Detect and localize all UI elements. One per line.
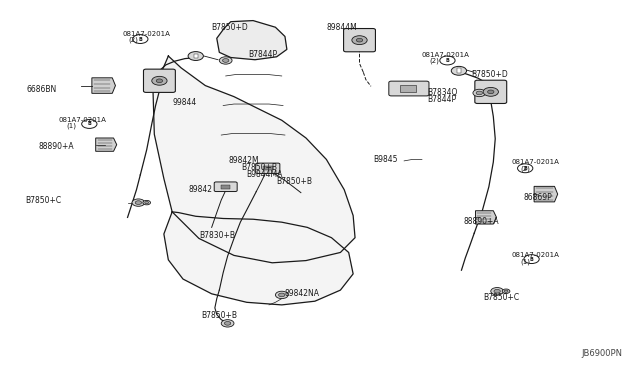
Circle shape: [491, 288, 504, 295]
Circle shape: [135, 201, 141, 205]
Text: B9845: B9845: [373, 155, 397, 164]
Circle shape: [223, 59, 229, 62]
Circle shape: [356, 38, 363, 42]
Text: B7850+D: B7850+D: [471, 70, 508, 79]
Polygon shape: [153, 56, 355, 263]
Circle shape: [440, 56, 455, 65]
Text: (2): (2): [429, 58, 440, 64]
Circle shape: [220, 57, 232, 64]
Text: 081A7-0201A: 081A7-0201A: [59, 116, 107, 122]
Text: (1): (1): [520, 259, 530, 265]
Polygon shape: [92, 78, 115, 93]
Text: B7850+B: B7850+B: [276, 177, 313, 186]
Circle shape: [352, 36, 367, 45]
Circle shape: [82, 119, 97, 128]
Text: B7850+B: B7850+B: [241, 163, 277, 172]
Circle shape: [143, 201, 150, 205]
Circle shape: [156, 79, 163, 83]
Text: 081A7-0201A: 081A7-0201A: [122, 31, 170, 37]
Polygon shape: [164, 212, 353, 305]
Circle shape: [483, 87, 499, 96]
Circle shape: [502, 289, 510, 294]
Text: 081A7-0201A: 081A7-0201A: [511, 159, 559, 165]
Circle shape: [132, 35, 148, 44]
Circle shape: [132, 199, 145, 206]
Bar: [221, 185, 230, 189]
Circle shape: [473, 89, 486, 97]
Polygon shape: [217, 20, 287, 60]
Bar: [400, 85, 416, 92]
Text: 99844: 99844: [172, 98, 196, 107]
Text: B: B: [138, 36, 142, 42]
Text: 6686BN: 6686BN: [27, 85, 57, 94]
Text: B7850+C: B7850+C: [483, 293, 519, 302]
Text: B7844P: B7844P: [248, 50, 278, 59]
Circle shape: [145, 202, 148, 204]
FancyBboxPatch shape: [214, 182, 237, 192]
Text: 88890+A: 88890+A: [38, 142, 74, 151]
Circle shape: [524, 255, 540, 263]
Text: 89842: 89842: [189, 185, 212, 194]
Bar: [457, 68, 461, 73]
Circle shape: [225, 321, 231, 325]
Text: 88890+A: 88890+A: [463, 217, 499, 225]
Polygon shape: [96, 138, 116, 151]
Text: 081A7-0201A: 081A7-0201A: [511, 253, 559, 259]
Polygon shape: [476, 211, 497, 224]
Bar: [262, 166, 273, 170]
Text: B7850+C: B7850+C: [26, 196, 61, 205]
Text: 081A7-0201A: 081A7-0201A: [422, 52, 470, 58]
Text: B7850+B: B7850+B: [201, 311, 237, 320]
Circle shape: [221, 320, 234, 327]
Circle shape: [152, 76, 167, 85]
Text: 89844M: 89844M: [326, 23, 357, 32]
FancyBboxPatch shape: [344, 29, 376, 52]
FancyBboxPatch shape: [475, 80, 507, 103]
Circle shape: [451, 66, 467, 75]
Text: B7850+D: B7850+D: [212, 23, 248, 32]
Polygon shape: [534, 186, 557, 202]
Circle shape: [494, 289, 500, 293]
Circle shape: [275, 291, 288, 299]
Circle shape: [476, 91, 483, 95]
Circle shape: [488, 90, 494, 94]
Text: B7830+B: B7830+B: [199, 231, 235, 240]
Text: (2): (2): [520, 165, 530, 171]
Text: B9844MA: B9844MA: [246, 170, 283, 179]
Circle shape: [504, 290, 508, 292]
FancyBboxPatch shape: [255, 163, 280, 173]
Circle shape: [188, 52, 204, 61]
Text: JB6900PN: JB6900PN: [582, 349, 623, 358]
Text: B: B: [445, 58, 449, 63]
Circle shape: [278, 293, 285, 297]
Text: 86869P: 86869P: [524, 193, 553, 202]
Text: B: B: [88, 122, 92, 126]
Text: (2): (2): [129, 37, 139, 44]
Text: B: B: [524, 166, 527, 171]
FancyBboxPatch shape: [143, 69, 175, 92]
Text: B7844P: B7844P: [427, 96, 456, 105]
Bar: [194, 54, 198, 58]
Text: 89842NA: 89842NA: [285, 289, 320, 298]
FancyBboxPatch shape: [389, 81, 429, 96]
Text: B: B: [530, 257, 533, 262]
Circle shape: [518, 164, 533, 173]
Text: B7834Q: B7834Q: [427, 88, 458, 97]
Text: (1): (1): [67, 122, 76, 129]
Text: 89842M: 89842M: [228, 156, 259, 166]
